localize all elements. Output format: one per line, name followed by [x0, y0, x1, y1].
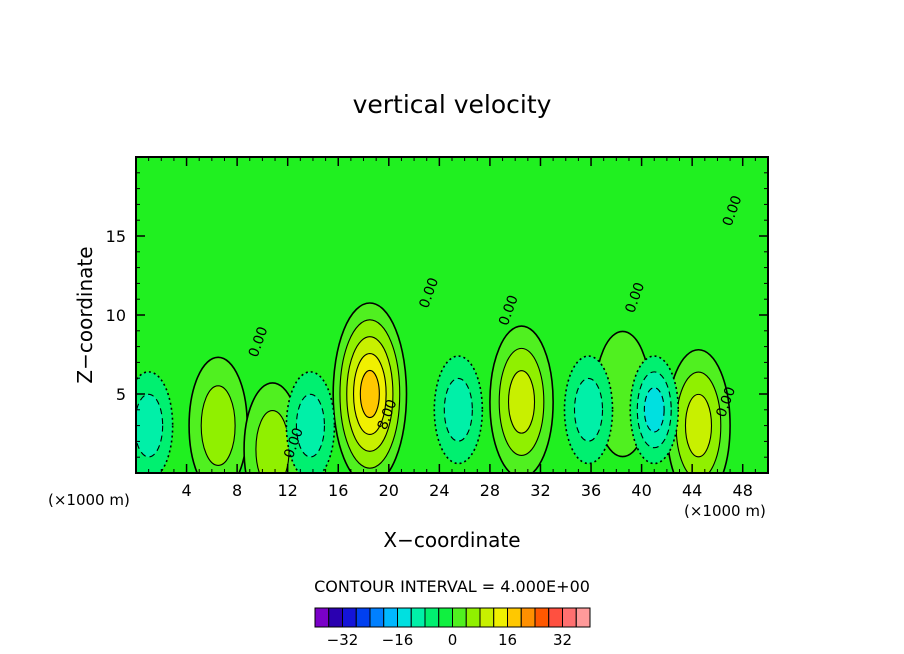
downdraft-9 [563, 355, 614, 465]
plot-area: 8.000.00 0.000.000.000.000.000.00 [135, 156, 769, 474]
updraft-0 [332, 302, 408, 473]
updraft-3 [188, 356, 249, 473]
colorbar-tick-label: 32 [553, 631, 572, 649]
y-axis-label: Z−coordinate [73, 246, 97, 383]
colorbar-swatch [534, 607, 550, 628]
colorbar-swatch [355, 607, 371, 628]
x-tick-label: 20 [379, 481, 399, 500]
x-tick-label: 44 [682, 481, 702, 500]
x-tick-label: 24 [429, 481, 449, 500]
colorbar-swatch [562, 607, 577, 628]
x-tick-label: 32 [530, 481, 550, 500]
colorbar-tick-label: 0 [448, 631, 458, 649]
colorbar-swatch [438, 607, 453, 628]
downdraft-6 [136, 371, 174, 473]
colorbar-swatch [328, 607, 343, 628]
colorbar-swatch [424, 607, 440, 628]
x-unit-right: (×1000 m) [684, 502, 766, 520]
updraft-2 [666, 348, 731, 473]
contour-band [359, 369, 380, 419]
downdraft-7 [285, 371, 336, 473]
x-tick-label: 12 [278, 481, 298, 500]
contour-band [200, 385, 236, 466]
colorbar-swatch [575, 607, 591, 628]
contour-fields: 8.000.00 0.000.000.000.000.000.00 [136, 194, 745, 473]
x-tick-label: 8 [232, 481, 242, 500]
x-tick-label: 36 [581, 481, 601, 500]
x-axis-label: X−coordinate [383, 528, 520, 552]
colorbar-swatch [493, 607, 508, 628]
contour-interval-text: CONTOUR INTERVAL = 4.000E+00 [314, 577, 590, 596]
colorbar-swatch [314, 607, 330, 628]
contour-band [684, 393, 713, 458]
downdraft-10 [629, 355, 680, 465]
contour-band [443, 377, 473, 442]
colorbar-swatch [520, 607, 536, 628]
colorbar-swatch [548, 607, 563, 628]
contour-band [573, 377, 604, 442]
x-tick-label: 4 [181, 481, 191, 500]
colorbar-swatch [507, 607, 522, 628]
downdraft-8 [433, 355, 484, 465]
colorbar-swatch [397, 607, 412, 628]
contour-band [136, 393, 164, 458]
x-tick-label: 16 [328, 481, 348, 500]
colorbar: −32 −16 0 16 32 [314, 607, 591, 649]
contour-band [643, 387, 665, 433]
y-tick-label: 5 [116, 385, 126, 404]
colorbar-swatch [465, 607, 481, 628]
colorbar-swatch [383, 607, 398, 628]
y-tick-label: 10 [106, 306, 126, 325]
x-tick-label: 48 [733, 481, 753, 500]
x-tick-label: 40 [631, 481, 651, 500]
chart-title: vertical velocity [353, 90, 552, 119]
y-tick-label: 15 [106, 227, 126, 246]
colorbar-tick-label: −32 [327, 631, 359, 649]
colorbar-swatch [369, 607, 385, 628]
updraft-4 [243, 382, 302, 473]
colorbar-swatch [452, 607, 467, 628]
colorbar-tick-label: −16 [382, 631, 414, 649]
updraft-1 [489, 325, 554, 473]
colorbar-swatch [410, 607, 426, 628]
contour-band [507, 370, 536, 434]
colorbar-swatch [342, 607, 357, 628]
x-unit-left: (×1000 m) [48, 491, 130, 509]
x-tick-label: 28 [480, 481, 500, 500]
colorbar-swatch [479, 607, 495, 628]
colorbar-tick-label: 16 [498, 631, 517, 649]
contour-band [295, 393, 325, 458]
